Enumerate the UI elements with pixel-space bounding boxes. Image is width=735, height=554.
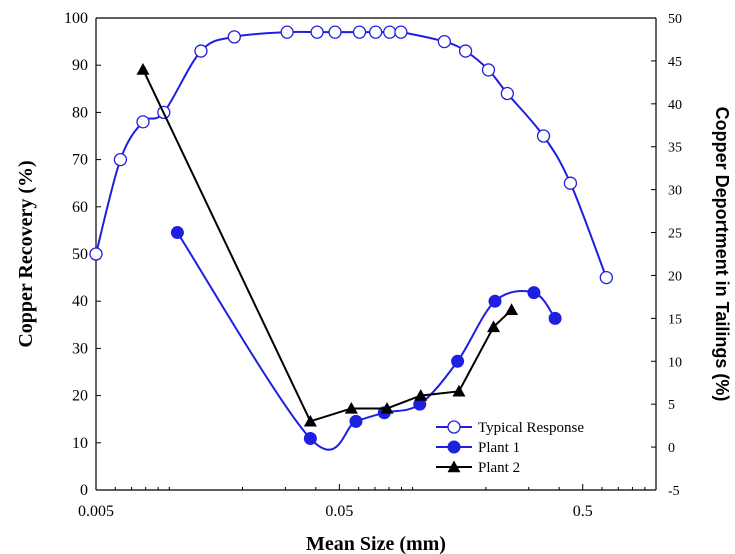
y-tick-label: 20 <box>72 388 88 405</box>
y2-tick-label: 25 <box>668 227 682 242</box>
legend: Typical Response Plant 1 Plant 2 <box>436 420 584 476</box>
y-tick-label: 50 <box>72 246 88 263</box>
data-point <box>303 414 317 427</box>
data-point <box>548 311 562 325</box>
data-point <box>505 303 519 315</box>
data-point <box>458 44 473 58</box>
y2-tick-label: 40 <box>668 98 682 113</box>
data-point <box>394 25 408 39</box>
data-point <box>344 401 358 414</box>
y2-tick-label: 15 <box>668 312 682 327</box>
y2-tick-label: 45 <box>668 55 682 70</box>
data-point <box>380 401 394 414</box>
data-point <box>599 270 613 285</box>
data-point <box>437 34 451 49</box>
data-point <box>414 389 428 401</box>
data-point <box>310 25 324 39</box>
x-axis-title: Mean Size (mm) <box>306 533 446 554</box>
data-point <box>328 25 342 39</box>
series-2 <box>170 226 562 451</box>
y2-tick-label: -5 <box>668 484 680 499</box>
data-point <box>563 176 578 190</box>
data-point <box>452 384 466 397</box>
y2-tick-label: 10 <box>668 355 682 370</box>
legend-marker <box>447 440 461 454</box>
legend-label: Plant 1 <box>478 440 520 456</box>
y2-tick-label: 5 <box>668 398 675 413</box>
y2-tick-label: 0 <box>668 441 675 456</box>
data-point <box>136 115 150 129</box>
data-point <box>451 354 465 368</box>
legend-item: Plant 1 <box>436 440 520 456</box>
data-point <box>349 414 363 428</box>
data-point <box>89 247 103 261</box>
series-line <box>142 69 513 423</box>
data-point <box>303 432 317 446</box>
legend-item: Typical Response <box>436 420 584 436</box>
data-point <box>481 63 496 77</box>
series-lines <box>89 25 613 451</box>
y-tick-label: 90 <box>72 57 88 74</box>
x-tick-label: 0.005 <box>78 503 114 520</box>
data-point <box>487 320 501 333</box>
series-line <box>176 232 556 451</box>
y-tick-label: 70 <box>72 152 88 169</box>
legend-marker <box>447 420 461 434</box>
data-point <box>369 25 383 39</box>
legend-label: Typical Response <box>478 420 584 436</box>
y-tick-label: 60 <box>72 199 88 216</box>
axes <box>95 17 657 491</box>
y-tick-label: 100 <box>64 10 88 27</box>
data-point <box>194 44 208 58</box>
data-point <box>227 30 241 44</box>
x-tick-label: 0.5 <box>573 503 593 520</box>
y-tick-label: 30 <box>72 340 88 357</box>
y-tick-label: 0 <box>80 482 88 499</box>
legend-marker <box>447 460 461 473</box>
data-point <box>113 152 128 167</box>
data-point <box>352 25 367 39</box>
data-point <box>136 62 150 75</box>
data-point <box>536 129 551 143</box>
x-tick-label: 0.05 <box>325 503 353 520</box>
data-point <box>170 226 184 240</box>
y2-tick-label: 50 <box>668 12 682 27</box>
y-tick-label: 10 <box>72 435 88 452</box>
y-tick-label: 40 <box>72 293 88 310</box>
data-point <box>527 286 541 300</box>
data-point <box>280 25 294 39</box>
y-axis-title: Copper Recovery (%) <box>15 160 37 347</box>
data-point <box>488 294 502 308</box>
series-line <box>95 30 608 278</box>
data-point <box>383 25 397 39</box>
y2-tick-label: 30 <box>668 184 682 199</box>
y-tick-label: 80 <box>72 104 88 121</box>
series-3 <box>136 62 519 427</box>
y2-axis-title: Copper Deportment in Tailings (%) <box>712 107 732 402</box>
y2-tick-label: 20 <box>668 269 682 284</box>
tick-labels: 0 10 20 30 40 50 60 70 80 90 100 -5 0 5 10 15 20 25 30 35 40… <box>64 10 682 520</box>
legend-item: Plant 2 <box>436 460 520 476</box>
legend-label: Plant 2 <box>478 460 520 476</box>
data-point <box>500 86 514 101</box>
series-1 <box>89 25 613 285</box>
y2-tick-label: 35 <box>668 141 682 156</box>
